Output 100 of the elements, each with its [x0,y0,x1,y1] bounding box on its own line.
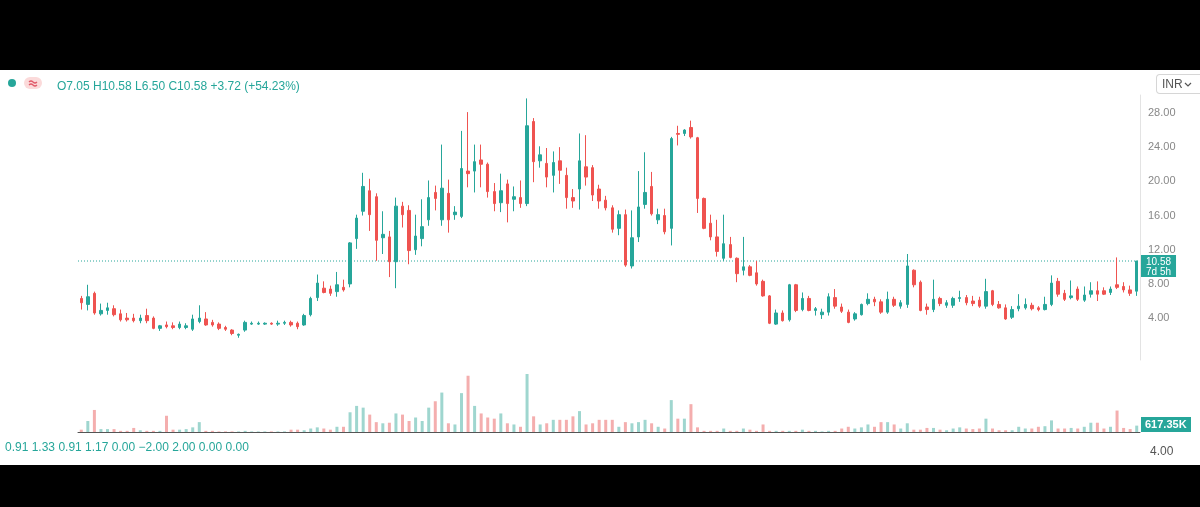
bar [932,427,935,432]
text: INR [1162,77,1183,91]
candlestick [191,314,194,332]
candlestick [1069,280,1073,300]
candlestick [538,145,542,169]
candlestick [407,204,411,265]
candlestick [709,214,712,241]
candlestick [853,311,857,322]
bar [473,405,477,432]
bar [630,423,634,432]
bar [1023,428,1027,432]
candlestick [1076,285,1079,302]
bar [420,420,424,432]
candlestick [283,320,286,326]
bar [440,392,444,432]
bar [335,426,339,432]
bar [682,418,686,432]
candlestick [768,294,771,325]
candlestick [932,279,935,313]
bar [1122,427,1126,432]
bar [1056,428,1060,432]
candlestick [1056,277,1060,298]
bar [617,426,621,432]
candlestick [506,179,509,223]
bar [1030,428,1034,432]
candlestick [106,302,109,316]
candlestick [86,284,90,311]
candlestick [1050,274,1053,307]
candlestick [663,208,666,235]
candlestick [807,295,811,312]
bar [873,426,876,432]
bar [1102,428,1106,432]
candlestick [211,319,214,328]
candlestick [125,312,129,323]
candlestick [316,274,319,302]
candlestick [375,192,378,262]
bar [597,419,601,432]
bar [859,427,863,432]
candlestick [512,185,516,212]
bar [584,424,588,432]
candlestick [591,164,594,202]
candlestick [637,170,640,243]
candlestick [696,136,699,214]
bar [381,423,385,432]
candlestick [1083,285,1086,303]
candlestick [794,283,798,313]
bar [374,422,378,432]
candlestick [302,313,306,327]
bar [1036,426,1040,432]
bar [623,422,627,432]
bar [414,417,418,432]
candlestick [171,321,175,330]
candlestick [479,144,483,188]
candlestick [80,295,83,311]
candlestick [919,280,922,312]
candlestick [257,321,260,326]
candlestick [886,291,889,315]
bar [525,374,529,432]
candlestick [702,197,706,230]
candlestick [158,324,162,332]
candlestick [558,146,562,185]
bar [92,409,96,432]
candlestick [1063,289,1066,302]
candlestick [473,144,476,193]
bar [853,428,857,432]
candlestick [735,256,739,283]
candlestick [624,209,627,268]
candlestick [814,306,817,317]
bar [545,423,549,432]
candlestick [296,321,299,330]
candlestick [361,172,365,217]
candlestick [584,134,588,187]
candlestick [788,283,791,323]
candlestick [833,288,837,310]
candlestick [860,303,863,317]
candlestick [879,298,883,315]
candlestick [997,300,1001,310]
candlestick [1017,293,1020,312]
bar [191,427,195,432]
bar [132,427,136,432]
bar [512,424,516,432]
bar [1050,420,1053,432]
chart-title: O7.05 H10.58 L6.50 C10.58 +3.72 (+54.23%) [57,79,300,93]
bar [991,428,994,432]
bar [368,414,372,432]
bar [342,426,345,432]
bar [905,423,909,432]
candlestick [368,178,371,232]
candlestick [866,292,870,306]
y-tick-label: 16.00 [1148,208,1176,221]
candlestick [650,171,653,217]
bar [492,418,496,432]
candlestick [93,291,96,316]
candlestick [656,208,660,225]
candlestick [466,111,470,188]
bar [1089,422,1093,432]
bar [1135,425,1139,432]
ref-line-label: 10.58 7d 5h [1146,255,1172,277]
candlestick [493,182,496,212]
bar [1115,410,1119,432]
